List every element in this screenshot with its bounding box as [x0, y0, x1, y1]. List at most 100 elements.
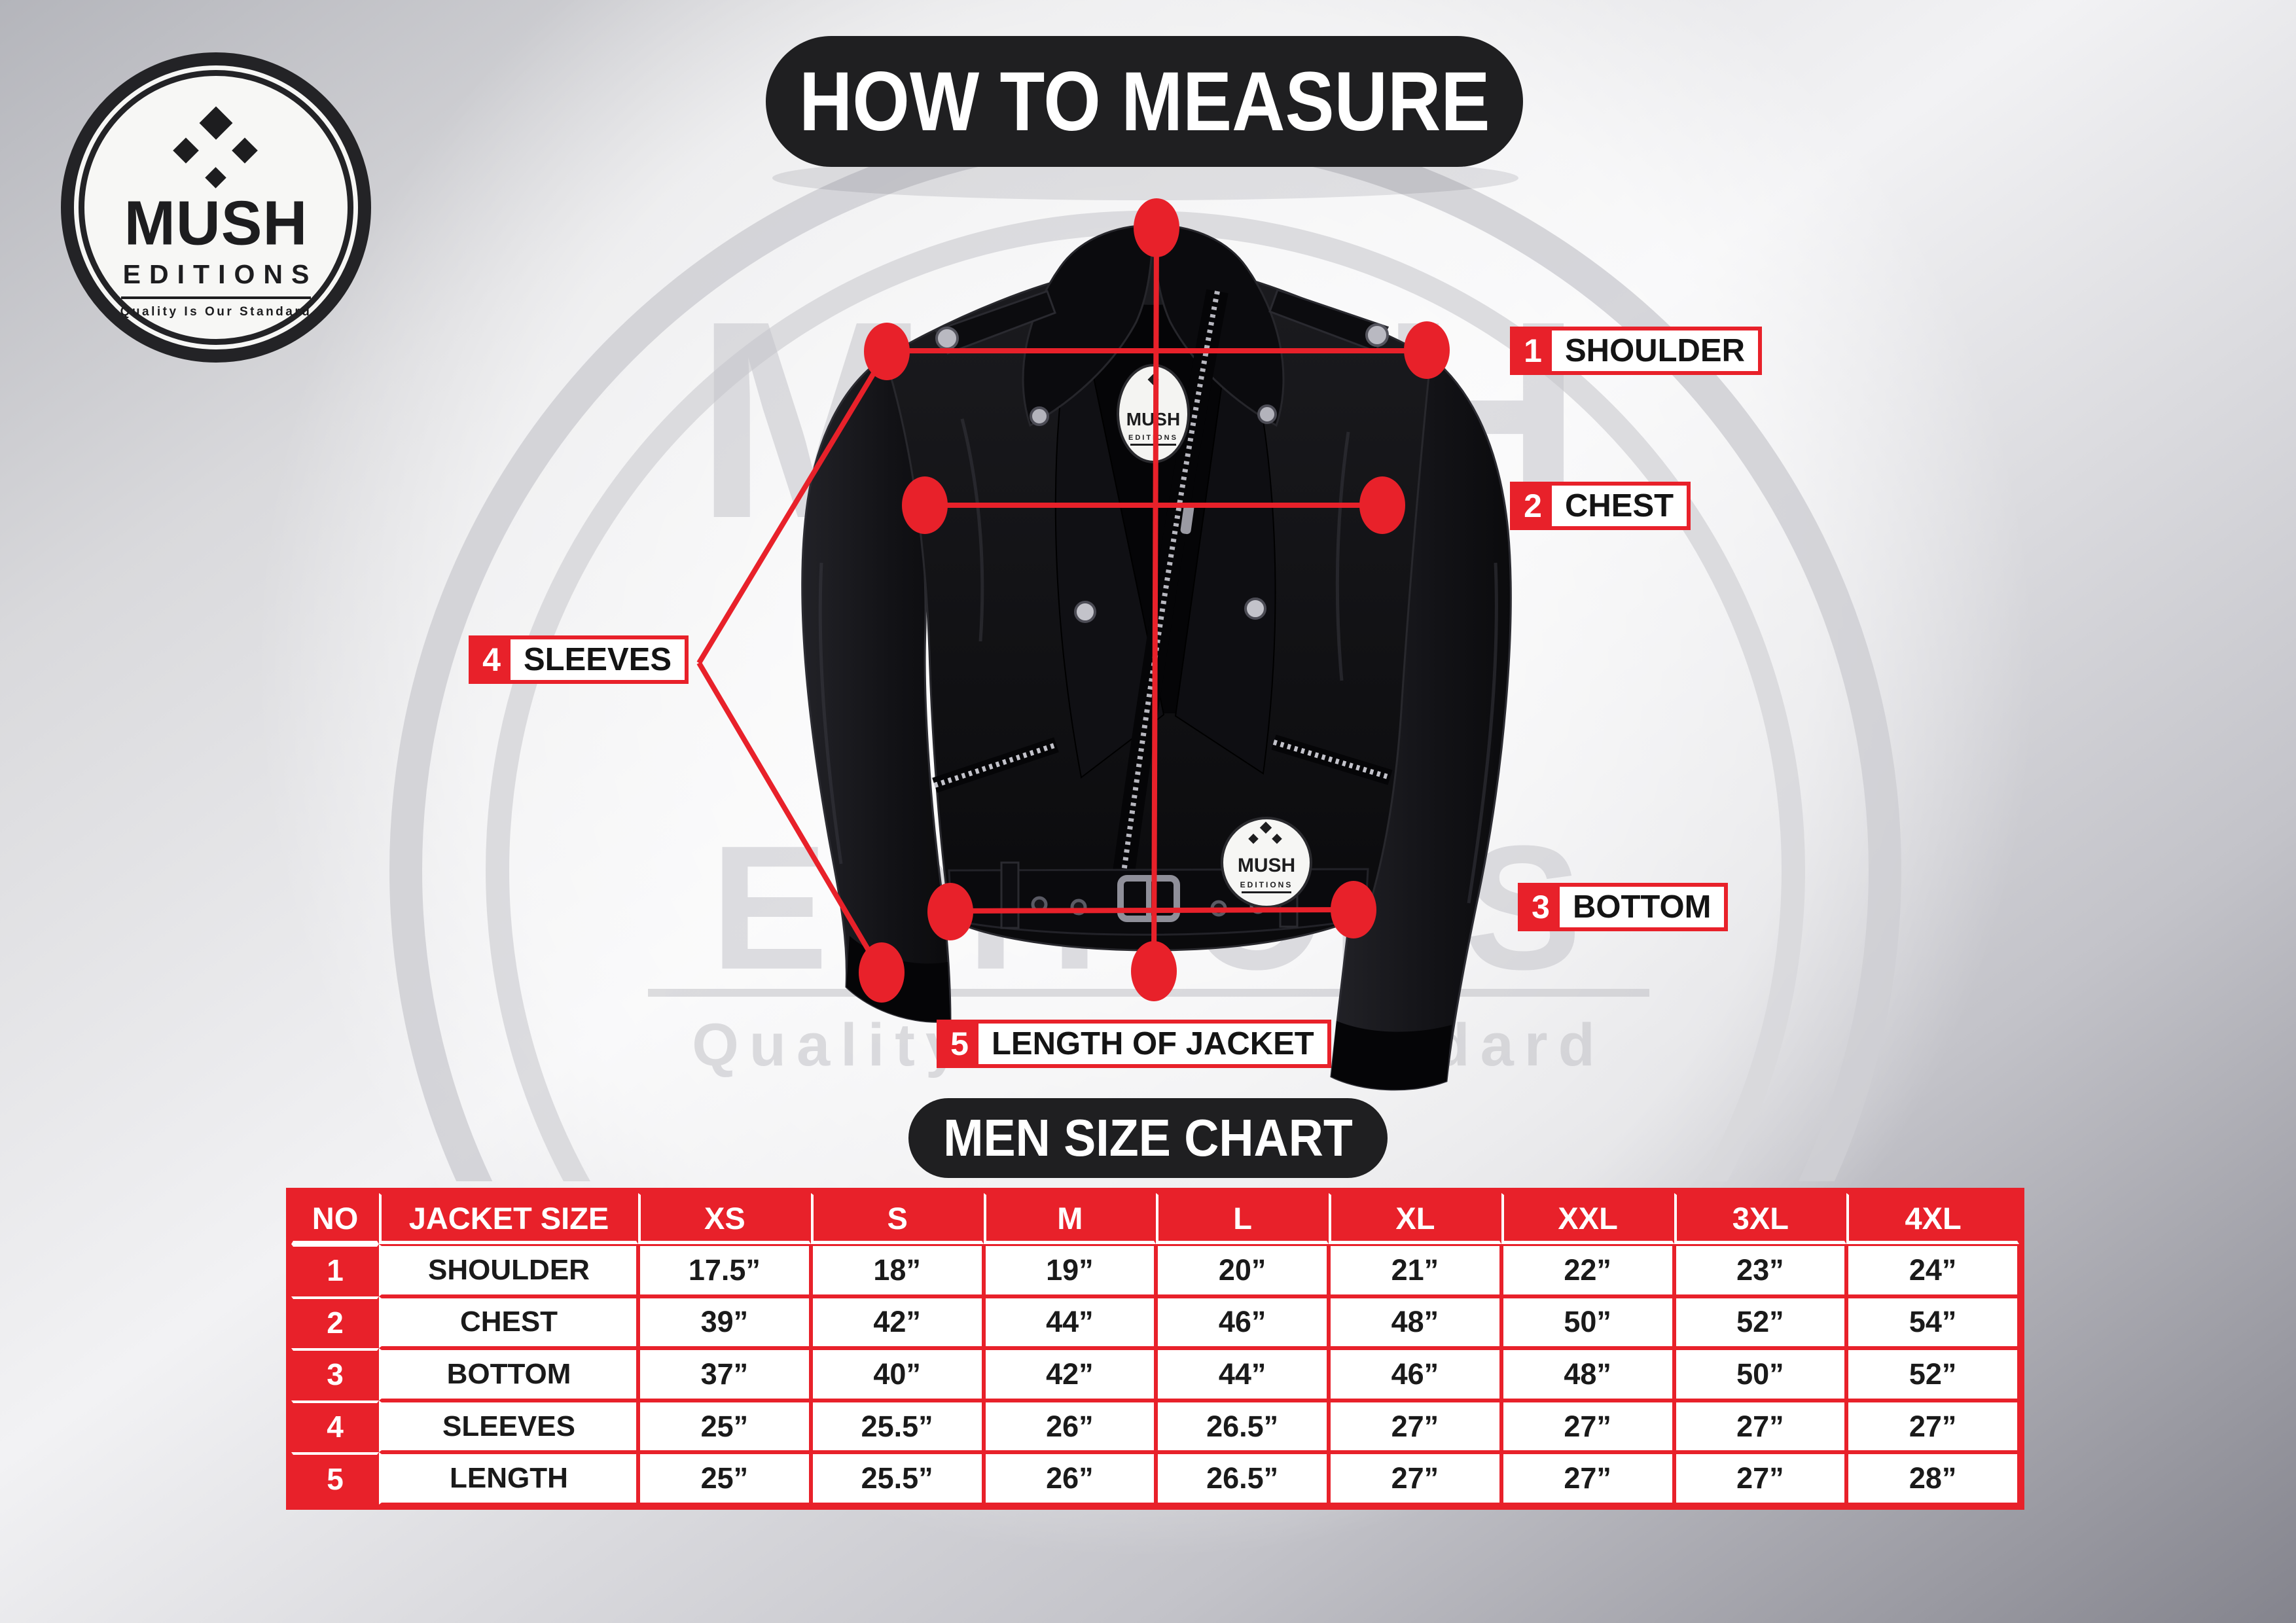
header-pill-shadow — [772, 156, 1518, 200]
label-length-text: LENGTH OF JACKET — [978, 1024, 1327, 1064]
size-value: 26” — [983, 1400, 1157, 1453]
size-value: 39” — [638, 1296, 811, 1349]
label-chest-number: 2 — [1524, 488, 1542, 524]
sleeve-measure-line-lower — [696, 661, 884, 974]
size-value: 27” — [1501, 1452, 1674, 1505]
label-bottom-text: BOTTOM — [1560, 887, 1725, 927]
label-sleeves: 4 SLEEVES — [469, 635, 689, 684]
jacket-zipper-placket — [1112, 289, 1229, 879]
row-label: SHOULDER — [379, 1244, 638, 1296]
size-value: 42” — [810, 1296, 984, 1349]
size-value: 27” — [1329, 1452, 1501, 1505]
size-value: 19” — [983, 1244, 1157, 1296]
row-number: 1 — [291, 1244, 379, 1296]
measurement-overlay — [696, 198, 1450, 1003]
label-sleeves-text: SLEEVES — [511, 639, 685, 680]
row-number: 2 — [291, 1296, 379, 1349]
size-value: 46” — [1156, 1296, 1329, 1349]
column-header-xxl: XXL — [1501, 1193, 1674, 1244]
label-bottom-number: 3 — [1532, 889, 1550, 925]
row-label: BOTTOM — [379, 1348, 638, 1400]
row-number: 3 — [291, 1348, 379, 1400]
column-header-l: L — [1156, 1193, 1329, 1244]
size-value: 17.5” — [638, 1244, 811, 1296]
size-value: 27” — [1674, 1400, 1847, 1453]
brand-diamonds-icon — [170, 106, 262, 191]
size-value: 22” — [1501, 1244, 1674, 1296]
page-title: HOW TO MEASURE — [798, 54, 1490, 149]
column-header-xs: XS — [638, 1193, 811, 1244]
column-header-jacket-size: JACKET SIZE — [379, 1193, 638, 1244]
size-value: 37” — [638, 1348, 811, 1400]
row-number: 4 — [291, 1400, 379, 1453]
label-length: 5 LENGTH OF JACKET — [937, 1020, 1331, 1068]
measure-dot-left-shoulder — [864, 323, 910, 380]
label-shoulder-number: 1 — [1524, 332, 1542, 369]
measure-dot-collar — [1134, 198, 1179, 257]
label-sleeves-number: 4 — [482, 641, 501, 678]
size-value: 25” — [638, 1400, 811, 1453]
label-shoulder: 1 SHOULDER — [1510, 327, 1762, 375]
stud-icon — [935, 327, 959, 350]
belt-loop — [1000, 861, 1020, 929]
label-shoulder-text: SHOULDER — [1552, 330, 1758, 371]
size-value: 27” — [1501, 1400, 1674, 1453]
measure-dot-right-shoulder — [1404, 321, 1450, 379]
column-header-m: M — [983, 1193, 1157, 1244]
row-number: 5 — [291, 1452, 379, 1505]
size-value: 27” — [1674, 1452, 1847, 1505]
size-value: 44” — [983, 1296, 1157, 1349]
size-value: 26” — [983, 1452, 1157, 1505]
measure-dot-left-chest — [902, 476, 948, 534]
column-header-4xl: 4XL — [1846, 1193, 2019, 1244]
size-value: 26.5” — [1156, 1452, 1329, 1505]
length-measure-line — [1151, 228, 1159, 972]
brand-line2: EDITIONS — [122, 259, 318, 289]
jacket-collar-left — [1022, 224, 1155, 427]
size-value: 48” — [1329, 1296, 1501, 1349]
badge-inner-ring — [79, 70, 353, 345]
chest-logo-patch: MUSH EDITIONS — [1221, 817, 1312, 908]
zipper-icon — [932, 737, 1059, 793]
size-value: 44” — [1156, 1348, 1329, 1400]
size-value: 54” — [1846, 1296, 2019, 1349]
label-chest-text: CHEST — [1552, 486, 1687, 526]
size-chart-title-pill: MEN SIZE CHART — [908, 1098, 1388, 1178]
size-value: 52” — [1674, 1296, 1847, 1349]
stud-icon — [1365, 323, 1389, 347]
size-value: 52” — [1846, 1348, 2019, 1400]
brand-divider — [121, 296, 311, 299]
size-value: 27” — [1846, 1400, 2019, 1453]
svg-text:MUSH: MUSH — [1238, 855, 1295, 876]
size-value: 50” — [1501, 1296, 1674, 1349]
sleeve-measure-line-upper — [696, 349, 889, 665]
row-label: CHEST — [379, 1296, 638, 1349]
row-label: LENGTH — [379, 1452, 638, 1505]
page-title-pill: HOW TO MEASURE — [766, 36, 1523, 167]
column-header-s: S — [810, 1193, 984, 1244]
zipper-pull-icon — [1180, 503, 1194, 535]
measure-dot-hem-right — [1331, 881, 1376, 938]
measure-dot-left-cuff — [859, 942, 905, 1003]
stud-icon — [1074, 601, 1096, 623]
size-value: 25.5” — [810, 1400, 984, 1453]
stud-icon — [1244, 597, 1266, 620]
size-value: 25” — [638, 1452, 811, 1505]
size-value: 21” — [1329, 1244, 1501, 1296]
svg-text:EDITIONS: EDITIONS — [1128, 434, 1178, 442]
stud-icon — [1030, 406, 1049, 426]
size-table: NO JACKET SIZE XS S M L XL XXL 3XL 4XL 1 SHOULDER 17… — [286, 1188, 2024, 1510]
brand-tagline: Quality Is Our Standard — [120, 305, 312, 319]
size-value: 50” — [1674, 1348, 1847, 1400]
size-value: 46” — [1329, 1348, 1501, 1400]
size-value: 20” — [1156, 1244, 1329, 1296]
size-value: 40” — [810, 1348, 984, 1400]
column-header-no: NO — [291, 1193, 379, 1244]
size-value: 26.5” — [1156, 1400, 1329, 1453]
label-chest: 2 CHEST — [1510, 482, 1691, 530]
brand-name: MUSH — [124, 187, 308, 259]
size-value: 27” — [1329, 1400, 1501, 1453]
brand-badge: MUSH EDITIONS Quality Is Our Standard — [61, 52, 371, 363]
